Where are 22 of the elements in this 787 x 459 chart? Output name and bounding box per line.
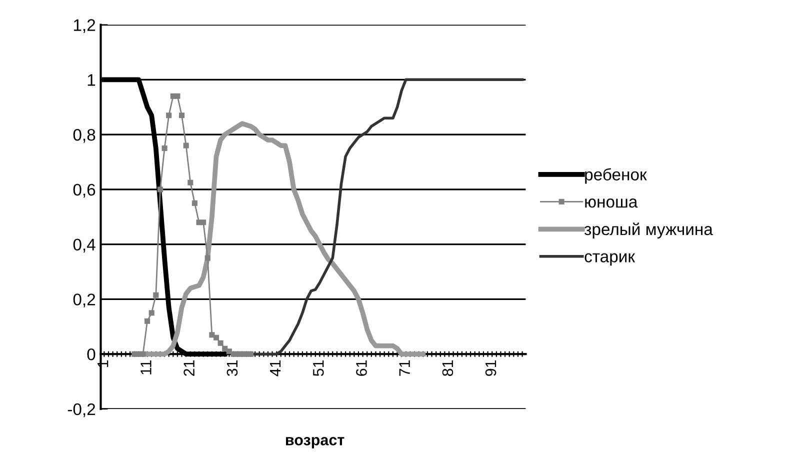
legend-label: старик	[584, 253, 636, 266]
y-tick-label: 0,2	[73, 294, 96, 308]
x-axis-title: возраст	[286, 436, 344, 448]
x-tick-label: 51	[313, 360, 324, 376]
y-tick-label: 0,4	[73, 238, 96, 252]
legend-label: юноша	[585, 198, 638, 208]
y-tick-label: 0,8	[73, 128, 96, 143]
y-tick-label: 0	[87, 348, 96, 360]
y-tick-label: 1	[88, 74, 96, 86]
x-tick-label: 41	[270, 360, 281, 376]
x-tick-label: 91	[485, 360, 496, 376]
x-tick-label: 21	[184, 360, 194, 376]
x-tick-label: 71	[399, 360, 410, 376]
x-tick-label: 61	[356, 360, 367, 376]
x-tick-label: 81	[442, 360, 454, 376]
x-tick-label: 31	[226, 360, 238, 376]
y-tick-label: -0,2	[68, 403, 96, 418]
legend-label: ребенок	[585, 168, 647, 184]
y-tick-label: 1,2	[74, 19, 96, 33]
x-tick-label: 11	[140, 360, 152, 374]
legend-label: зрелый мужчина	[584, 222, 713, 238]
y-tick-label: 0,6	[73, 184, 96, 198]
